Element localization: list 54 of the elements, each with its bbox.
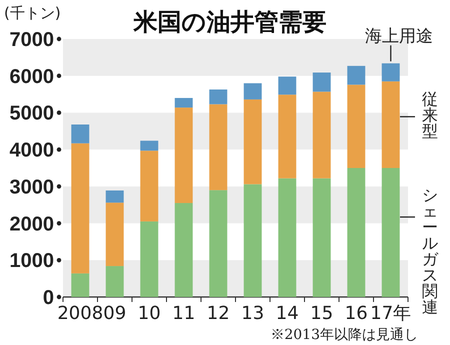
x-tick-label: 11 [172, 303, 196, 324]
bar [312, 178, 331, 297]
y-axis-title: (千トン) [4, 4, 61, 22]
y-tick-label: 3000 [10, 176, 54, 198]
y-tick-label: 1000 [10, 250, 54, 272]
bar [174, 203, 193, 297]
bar [347, 66, 366, 85]
x-tick-label: 14 [276, 303, 299, 324]
bar [244, 184, 262, 297]
bar [382, 168, 400, 297]
y-tick-label: 2000 [10, 213, 54, 236]
bar [71, 273, 90, 297]
x-tick-label: 15 [310, 303, 334, 324]
bar [278, 76, 296, 95]
x-tick-label: 17年 [370, 303, 412, 324]
y-tick-label: 5000 [10, 102, 54, 125]
bar [140, 140, 158, 151]
bar [244, 83, 262, 100]
bar [278, 178, 296, 297]
series-label: 従来型 [422, 89, 438, 140]
series-label: 海上用途 [364, 26, 433, 46]
x-tick-label: 13 [241, 303, 264, 324]
bar [174, 98, 193, 108]
bar [382, 63, 400, 82]
chart-title: 米国の油井管需要 [132, 8, 326, 36]
bar [209, 89, 228, 104]
x-tick-label: 10 [138, 303, 161, 324]
x-tick-label: 09 [103, 303, 126, 324]
bar [106, 202, 124, 266]
y-tick-label: 4000 [10, 140, 54, 162]
bar [312, 92, 331, 178]
x-tick-label: 16 [344, 303, 368, 324]
bar [244, 99, 262, 184]
series-label: シェールガス関連 [422, 186, 439, 317]
bar [209, 104, 228, 190]
bar [140, 221, 158, 297]
bar [106, 190, 124, 203]
bar [209, 190, 228, 297]
bar [140, 150, 158, 222]
bar [174, 108, 193, 204]
bar [312, 72, 331, 92]
bar [278, 94, 296, 178]
y-tick-label: 0 [42, 287, 54, 309]
bar [382, 81, 400, 168]
y-tick-label: 6000 [10, 66, 54, 88]
x-tick-label: 12 [206, 303, 230, 324]
bar [71, 143, 90, 274]
bar [347, 168, 366, 297]
bar [347, 84, 366, 168]
bar [71, 124, 90, 144]
bar [106, 266, 124, 297]
text: ※2013年以降は見通し [270, 327, 418, 343]
y-tick-label: 7000 [10, 29, 54, 51]
x-tick-label: 2008 [57, 303, 104, 324]
